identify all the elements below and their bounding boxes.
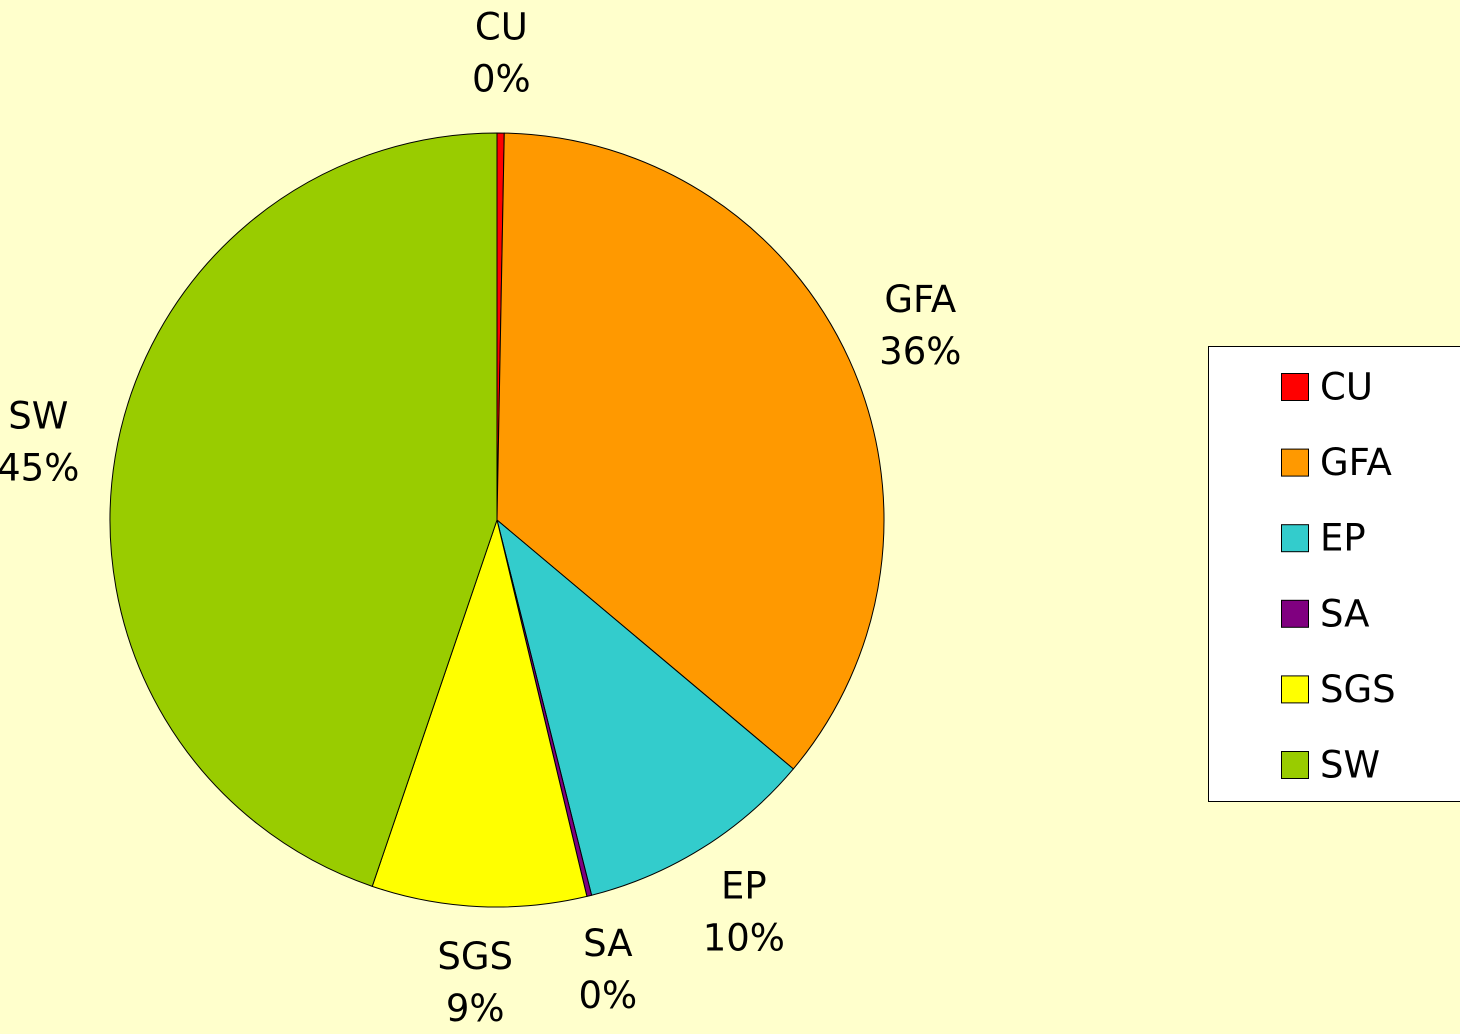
slice-value-label: 36% [879, 330, 961, 373]
legend-swatch [1281, 751, 1309, 779]
legend-swatch [1281, 373, 1309, 401]
legend-box [1208, 346, 1460, 802]
legend-swatch [1281, 599, 1309, 628]
slice-value-label: 45% [0, 447, 79, 490]
legend-label: GFA [1320, 441, 1392, 484]
slice-label: SW [8, 395, 68, 438]
legend-label: SGS [1320, 668, 1396, 711]
legend-label: CU [1320, 366, 1373, 409]
legend-swatch [1281, 675, 1309, 704]
slice-value-label: 0% [578, 974, 637, 1017]
pie-slice [371, 518, 588, 908]
legend-swatch [1281, 448, 1309, 477]
pie-slice [109, 132, 498, 887]
pie-slice [496, 518, 795, 896]
slice-label: SGS [437, 935, 513, 978]
slice-label: SA [583, 922, 632, 965]
slice-label: CU [475, 6, 528, 49]
slice-label: EP [721, 865, 767, 908]
slice-value-label: 0% [472, 58, 531, 101]
legend-label: SA [1320, 592, 1369, 635]
slice-value-label: 10% [703, 917, 785, 960]
legend-label: EP [1320, 517, 1366, 560]
slice-label: GFA [884, 278, 956, 321]
slice-value-label: 9% [446, 987, 505, 1030]
pie-slice [496, 132, 885, 770]
legend-label: SW [1320, 744, 1380, 787]
legend-swatch [1281, 524, 1309, 553]
